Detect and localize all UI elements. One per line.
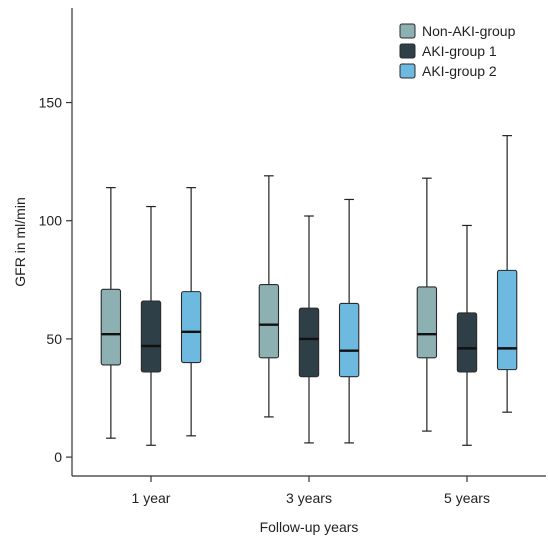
iqr-box (180, 291, 202, 364)
box-plot-item (298, 215, 320, 444)
x-tick-label: 5 years (444, 490, 490, 506)
iqr-box (100, 288, 122, 366)
box-plot-item (456, 224, 478, 446)
iqr-box (338, 302, 360, 378)
legend: Non-AKI-group AKI-group 1 AKI-group 2 (399, 23, 516, 79)
x-axis-label: Follow-up years (260, 519, 359, 535)
iqr-box (140, 300, 162, 373)
iqr-box (456, 312, 478, 373)
box-plot-item (140, 205, 162, 446)
legend-item: AKI-group 2 (399, 63, 497, 79)
box-plot-item (258, 175, 280, 418)
box-plot-item (100, 187, 122, 439)
y-axis-label: GFR in ml/min (12, 197, 28, 286)
axes: 0 50 100 150 1 year 3 years 5 years Follow-up y… (12, 8, 546, 535)
legend-swatch (399, 43, 416, 59)
y-tick-label: 100 (39, 213, 63, 229)
legend-label: AKI-group 2 (422, 63, 497, 79)
box-plot-item (496, 135, 518, 413)
x-tick-label: 1 year (132, 490, 171, 506)
legend-item: Non-AKI-group (399, 23, 516, 39)
legend-label: AKI-group 1 (422, 43, 497, 59)
box-plot-item (180, 187, 202, 437)
legend-label: Non-AKI-group (422, 23, 516, 39)
plot-area (100, 135, 518, 446)
iqr-box (416, 286, 438, 359)
box-plot-item (338, 198, 360, 444)
box-plot-item (416, 177, 438, 432)
iqr-box (496, 269, 518, 371)
iqr-box (258, 283, 280, 359)
legend-swatch (399, 23, 416, 39)
iqr-box (298, 307, 320, 378)
legend-item: AKI-group 1 (399, 43, 497, 59)
y-tick-label: 50 (46, 331, 62, 347)
legend-swatch (399, 63, 416, 79)
x-tick-label: 3 years (286, 490, 332, 506)
y-tick-label: 150 (39, 95, 63, 111)
y-tick-label: 0 (54, 449, 62, 465)
